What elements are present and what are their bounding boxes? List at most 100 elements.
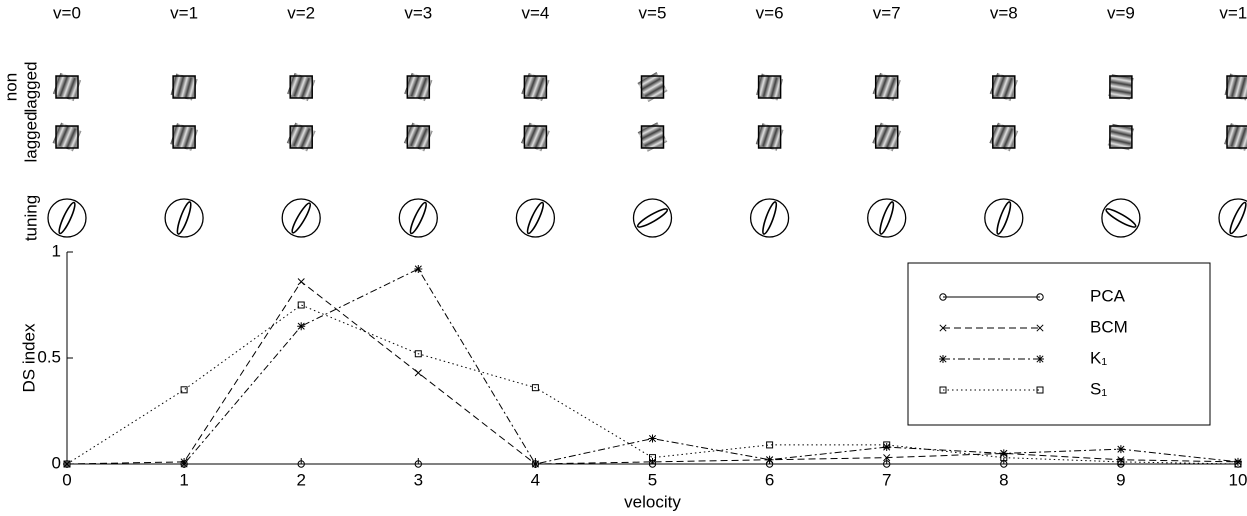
tuning-circle xyxy=(516,199,554,237)
x-tick-label: 10 xyxy=(1229,470,1247,489)
tuning-circle xyxy=(634,199,672,237)
legend-label: S₁ xyxy=(1090,379,1107,398)
receptive-field xyxy=(1108,74,1133,99)
x-tick-label: 9 xyxy=(1116,470,1125,489)
receptive-field xyxy=(1225,74,1247,101)
row-label: lagged xyxy=(21,61,40,112)
x-tick-label: 2 xyxy=(296,470,305,489)
marker xyxy=(181,387,187,393)
y-tick-label: 0 xyxy=(52,453,61,472)
marker xyxy=(415,370,421,376)
x-tick-label: 0 xyxy=(62,470,71,489)
legend-label: K₁ xyxy=(1090,348,1107,367)
x-tick-label: 5 xyxy=(648,470,657,489)
row-label: tuning xyxy=(21,195,40,241)
legend-label: PCA xyxy=(1090,286,1126,305)
column-label: v=8 xyxy=(990,3,1018,22)
receptive-field xyxy=(404,73,432,101)
marker xyxy=(649,435,657,443)
legend-marker xyxy=(939,355,947,363)
marker xyxy=(414,265,422,273)
x-tick-label: 3 xyxy=(414,470,423,489)
legend-marker xyxy=(1036,355,1044,363)
tuning-plot xyxy=(282,199,320,237)
tuning-circle xyxy=(868,199,906,237)
receptive-field xyxy=(637,72,667,102)
legend-label: BCM xyxy=(1090,317,1128,336)
x-axis-label: velocity xyxy=(624,492,681,511)
receptive-field xyxy=(756,74,783,101)
receptive-field xyxy=(53,123,82,152)
tuning-lobe xyxy=(1228,201,1247,235)
marker xyxy=(531,460,539,468)
tuning-plot xyxy=(516,199,554,237)
y-tick-label: 0.5 xyxy=(37,347,61,366)
column-label: v=1 xyxy=(170,3,198,22)
tuning-plot xyxy=(48,199,86,237)
receptive-field xyxy=(171,74,198,101)
tuning-plot xyxy=(1102,199,1140,237)
tuning-plot xyxy=(751,199,789,237)
receptive-field xyxy=(53,73,81,101)
receptive-field xyxy=(404,123,433,152)
receptive-field xyxy=(521,73,549,101)
tuning-circle xyxy=(165,199,203,237)
field-stripes xyxy=(1108,74,1133,99)
column-label: v=5 xyxy=(639,3,667,22)
marker xyxy=(1117,445,1125,453)
tuning-lobe xyxy=(290,202,313,235)
tuning-plot xyxy=(868,199,906,237)
marker xyxy=(297,322,305,330)
tuning-plot xyxy=(165,199,203,237)
receptive-field xyxy=(170,123,198,151)
marker xyxy=(766,456,774,464)
tuning-plot xyxy=(985,199,1023,237)
y-tick-label: 1 xyxy=(52,241,61,260)
marker xyxy=(298,278,304,284)
tuning-circle xyxy=(985,199,1023,237)
receptive-field xyxy=(287,73,315,101)
column-label: v=0 xyxy=(53,3,81,22)
figure: v=0 v=1 v=2 v=3 v=4 v=5 v=6 v=7 v=8 v=9 v=10 nonlag… xyxy=(0,0,1247,516)
x-tick-label: 8 xyxy=(999,470,1008,489)
tuning-lobe xyxy=(175,201,193,235)
tuning-lobe xyxy=(636,206,669,229)
tuning-circle xyxy=(399,199,437,237)
column-label: v=3 xyxy=(404,3,432,22)
receptive-field xyxy=(1108,124,1134,150)
receptive-field xyxy=(756,123,784,151)
receptive-field xyxy=(1224,123,1247,151)
receptive-field xyxy=(521,123,550,152)
x-tick-label: 7 xyxy=(882,470,891,489)
tuning-lobe xyxy=(878,201,896,235)
tuning-plot xyxy=(1219,199,1247,237)
row-label: non xyxy=(1,73,20,101)
column-label: v=6 xyxy=(756,3,784,22)
receptive-field xyxy=(990,73,1018,101)
receptive-field xyxy=(989,123,1018,152)
tuning-plot xyxy=(399,199,437,237)
tuning-lobe xyxy=(995,201,1013,235)
tuning-lobe xyxy=(525,201,546,235)
tuning-circle xyxy=(751,199,789,237)
column-label: v=7 xyxy=(873,3,901,22)
x-tick-label: 1 xyxy=(179,470,188,489)
x-tick-label: 4 xyxy=(531,470,540,489)
column-label: v=4 xyxy=(521,3,549,22)
receptive-field xyxy=(638,122,668,152)
tuning-circle xyxy=(282,199,320,237)
column-label: v=10 xyxy=(1219,3,1247,22)
x-tick-label: 6 xyxy=(765,470,774,489)
tuning-circle xyxy=(1102,199,1140,237)
column-label: v=2 xyxy=(287,3,315,22)
tuning-lobe xyxy=(1104,206,1137,229)
tuning-circle xyxy=(48,199,86,237)
tuning-plot xyxy=(634,199,672,237)
column-label: v=9 xyxy=(1107,3,1135,22)
tuning-lobe xyxy=(408,201,429,235)
marker xyxy=(180,460,188,468)
receptive-field xyxy=(872,123,901,152)
row-label: lagged xyxy=(21,111,40,162)
receptive-field xyxy=(287,123,316,152)
receptive-field xyxy=(873,73,901,101)
